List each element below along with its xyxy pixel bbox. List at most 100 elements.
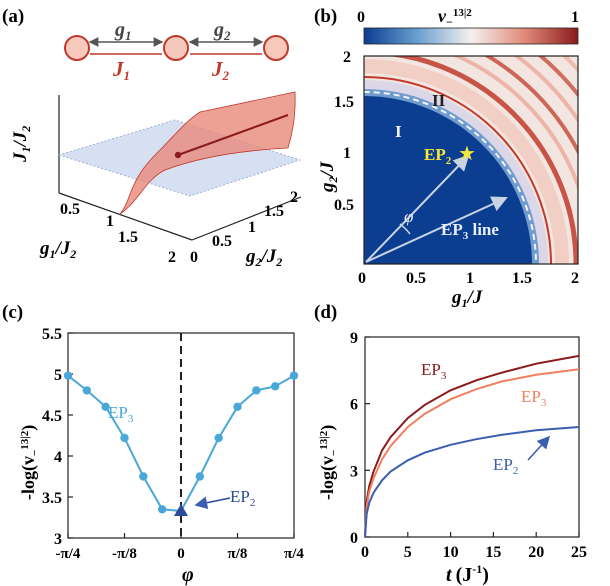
- x-axis-label-a: g1/J2: [39, 238, 76, 261]
- ep3-label-c: EP3: [108, 403, 134, 425]
- data-point-c: [289, 371, 299, 380]
- y-tick-a-0: 0: [190, 249, 198, 266]
- data-point-c: [233, 402, 242, 411]
- x-tick-label-c: -π/4: [56, 546, 81, 562]
- y-tick-b-0: 0.5: [334, 197, 354, 214]
- data-point-c: [139, 472, 148, 481]
- phi-arc: [399, 223, 411, 235]
- y-tick-a-4: 2: [290, 189, 298, 206]
- panel-label-b: (b): [314, 6, 337, 27]
- x-tick-label-d: 20: [528, 544, 544, 561]
- y-axis-label-d: -log(v−13|2): [317, 425, 340, 500]
- panel-label-d: (d): [314, 302, 337, 323]
- heatmap-frame: [363, 55, 579, 265]
- site-3: [263, 35, 289, 61]
- x-tick-label-d: 25: [571, 544, 587, 561]
- y-axis-label-c: -log(v−13|2): [18, 425, 41, 500]
- heatmap: [364, 56, 578, 264]
- y-tick-label-c: 3.5: [42, 490, 62, 507]
- y-tick-label-d: 3: [350, 463, 358, 480]
- surface: [119, 91, 296, 215]
- phi-label: φ: [404, 207, 413, 226]
- x-tick-b-0: 0: [358, 270, 366, 287]
- y-tick-label-c: 5.5: [42, 326, 62, 343]
- y-tick-b-3: 2: [343, 49, 351, 66]
- y-tick-a-1: 0.5: [212, 233, 232, 250]
- data-point-c: [120, 433, 129, 443]
- ep3-light-curve: [364, 368, 580, 538]
- c-points: [63, 371, 299, 514]
- panel-b: (b) 0 1 v−13|2 φ ★ EP2: [314, 6, 579, 310]
- y-tick-label-d: 0: [350, 530, 358, 547]
- ep2-label-d: EP2: [493, 455, 518, 477]
- panel-label-a: (a): [2, 6, 24, 27]
- y-axis-label-a: g2/J2: [245, 246, 282, 269]
- colorbar: [363, 27, 579, 45]
- ep3-line-3d: [177, 114, 289, 156]
- y-tick-b-2: 1.5: [334, 94, 354, 111]
- ep2-marker-c: [174, 503, 188, 516]
- arrow-ep3-line: [365, 196, 508, 263]
- y-tick-label-c: 3: [54, 531, 62, 548]
- arrow-to-ep2: [365, 154, 470, 263]
- data-point-c: [101, 402, 110, 411]
- y-axis-label-b: g2/J: [317, 161, 340, 193]
- y-tick-label-c: 4.5: [42, 408, 62, 425]
- site-2: [163, 35, 189, 61]
- x-tick-label-d: 15: [485, 544, 501, 561]
- x-tick-a-3: 2: [168, 249, 176, 266]
- J1-label: J1: [112, 57, 130, 83]
- z-axis-label: J1/J2: [10, 126, 33, 163]
- ep2-arrow-d: [527, 435, 551, 461]
- plot-frame-d: [364, 336, 580, 538]
- data-point-c: [157, 505, 167, 514]
- ep3-line-label: EP3 line: [441, 220, 499, 242]
- ep2-label-b: EP2: [424, 145, 452, 167]
- y-tick-label-c: 5: [54, 367, 62, 384]
- panel-label-c: (c): [2, 302, 23, 323]
- x-axis-label-c: φ: [182, 564, 194, 586]
- colorbar-title: v−13|2: [438, 6, 472, 29]
- data-point-c: [63, 371, 73, 380]
- y-tick-label-c: 4: [54, 449, 62, 466]
- x-tick-label-d: 10: [443, 544, 459, 561]
- data-point-c: [252, 386, 261, 395]
- data-point-c: [214, 433, 223, 443]
- x-tick-label-c: π/4: [284, 546, 304, 562]
- data-point-c: [195, 472, 205, 481]
- x-tick-b-3: 1.5: [512, 270, 532, 287]
- ep2-star: ★: [458, 143, 476, 165]
- data-point-c: [270, 382, 280, 391]
- y-tick-a-3: 1.5: [264, 203, 284, 220]
- x-tick-a-1: 1: [106, 213, 114, 230]
- axes-3d: [58, 95, 302, 241]
- colorbar-max: 1: [571, 9, 579, 26]
- ep3-light-label: EP3: [521, 387, 547, 409]
- g2-label: g2: [213, 19, 231, 43]
- x-tick-a-2: 1.5: [118, 229, 138, 246]
- data-point-c: [82, 386, 92, 395]
- y-tick-label-d: 6: [350, 397, 358, 414]
- c-ticks: 3 3.5 4 4.5 5 5.5 -π/4 -π/8 0 π/8 π/4: [42, 326, 304, 562]
- x-tick-label-d: 5: [404, 544, 412, 561]
- d-ticks: 0 3 6 9 0 5 10 15 20 25: [350, 330, 587, 561]
- ep2-arrow-c: [194, 496, 231, 510]
- x-tick-a-0: 0.5: [60, 201, 80, 218]
- x-axis-label-b: g1/J: [451, 287, 483, 310]
- x-tick-label-c: π/8: [228, 546, 248, 562]
- x-tick-b-2: 1: [466, 270, 474, 287]
- y-tick-label-d: 9: [350, 330, 358, 347]
- y-tick-b-1: 1: [343, 145, 351, 162]
- ep3-dark-curve: [364, 354, 580, 538]
- y-tick-a-2: 1: [248, 219, 256, 236]
- ep2-point-3d: [174, 151, 182, 159]
- site-1: [64, 35, 90, 61]
- region-II: II: [432, 91, 446, 110]
- x-tick-b-4: 2: [571, 270, 579, 287]
- region-I: I: [395, 122, 402, 141]
- panel-c: (c) 33.544.555.5-π/4 -π/8 0 π/8 π/4 EP2 EP3 …: [2, 302, 304, 586]
- x-tick-label-c: -π/8: [112, 546, 137, 562]
- ep2-label-c: EP2: [230, 487, 255, 509]
- x-tick-label-c: 0: [177, 546, 185, 562]
